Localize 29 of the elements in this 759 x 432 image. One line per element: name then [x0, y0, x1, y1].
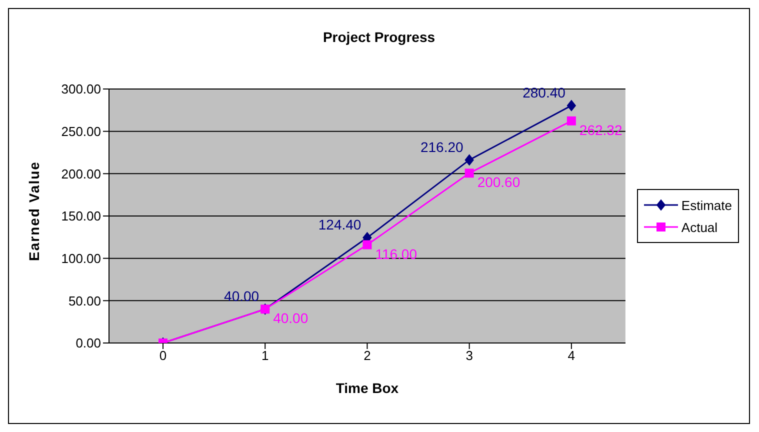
chart-title: Project Progress — [322, 29, 436, 45]
point — [566, 116, 576, 126]
x-tick-label: 3 — [466, 348, 473, 364]
data-label: 40.00 — [224, 288, 260, 304]
x-tick-label: 4 — [568, 348, 576, 364]
y-tick-label: 250.00 — [61, 124, 101, 139]
x-tick-label: 0 — [159, 348, 167, 364]
legend-label: Actual — [681, 220, 718, 234]
point — [566, 100, 576, 112]
y-tick-label: 100.00 — [61, 250, 101, 266]
point — [464, 154, 474, 166]
y-tick-label: 150.00 — [61, 208, 101, 224]
legend-label: Estimate — [681, 198, 732, 212]
y-tick-label: 300.00 — [61, 82, 101, 97]
point — [464, 168, 474, 178]
x-axis-title: Time Box — [336, 380, 399, 396]
y-tick-label: 0.00 — [76, 336, 101, 351]
y-axis-title: Earned Value — [26, 161, 42, 261]
x-tick-label: 1 — [261, 348, 269, 364]
y-tick-label: 50.00 — [68, 293, 101, 308]
data-label: 116.00 — [375, 246, 418, 262]
y-tick-label: 200.00 — [61, 166, 101, 182]
data-label: 40.00 — [273, 310, 308, 326]
data-label: 280.40 — [522, 84, 566, 101]
point — [362, 240, 372, 250]
x-tick-label: 2 — [364, 348, 371, 364]
data-label: 216.20 — [420, 138, 464, 155]
data-label: 200.60 — [477, 174, 520, 190]
data-label: 124.40 — [318, 216, 362, 233]
